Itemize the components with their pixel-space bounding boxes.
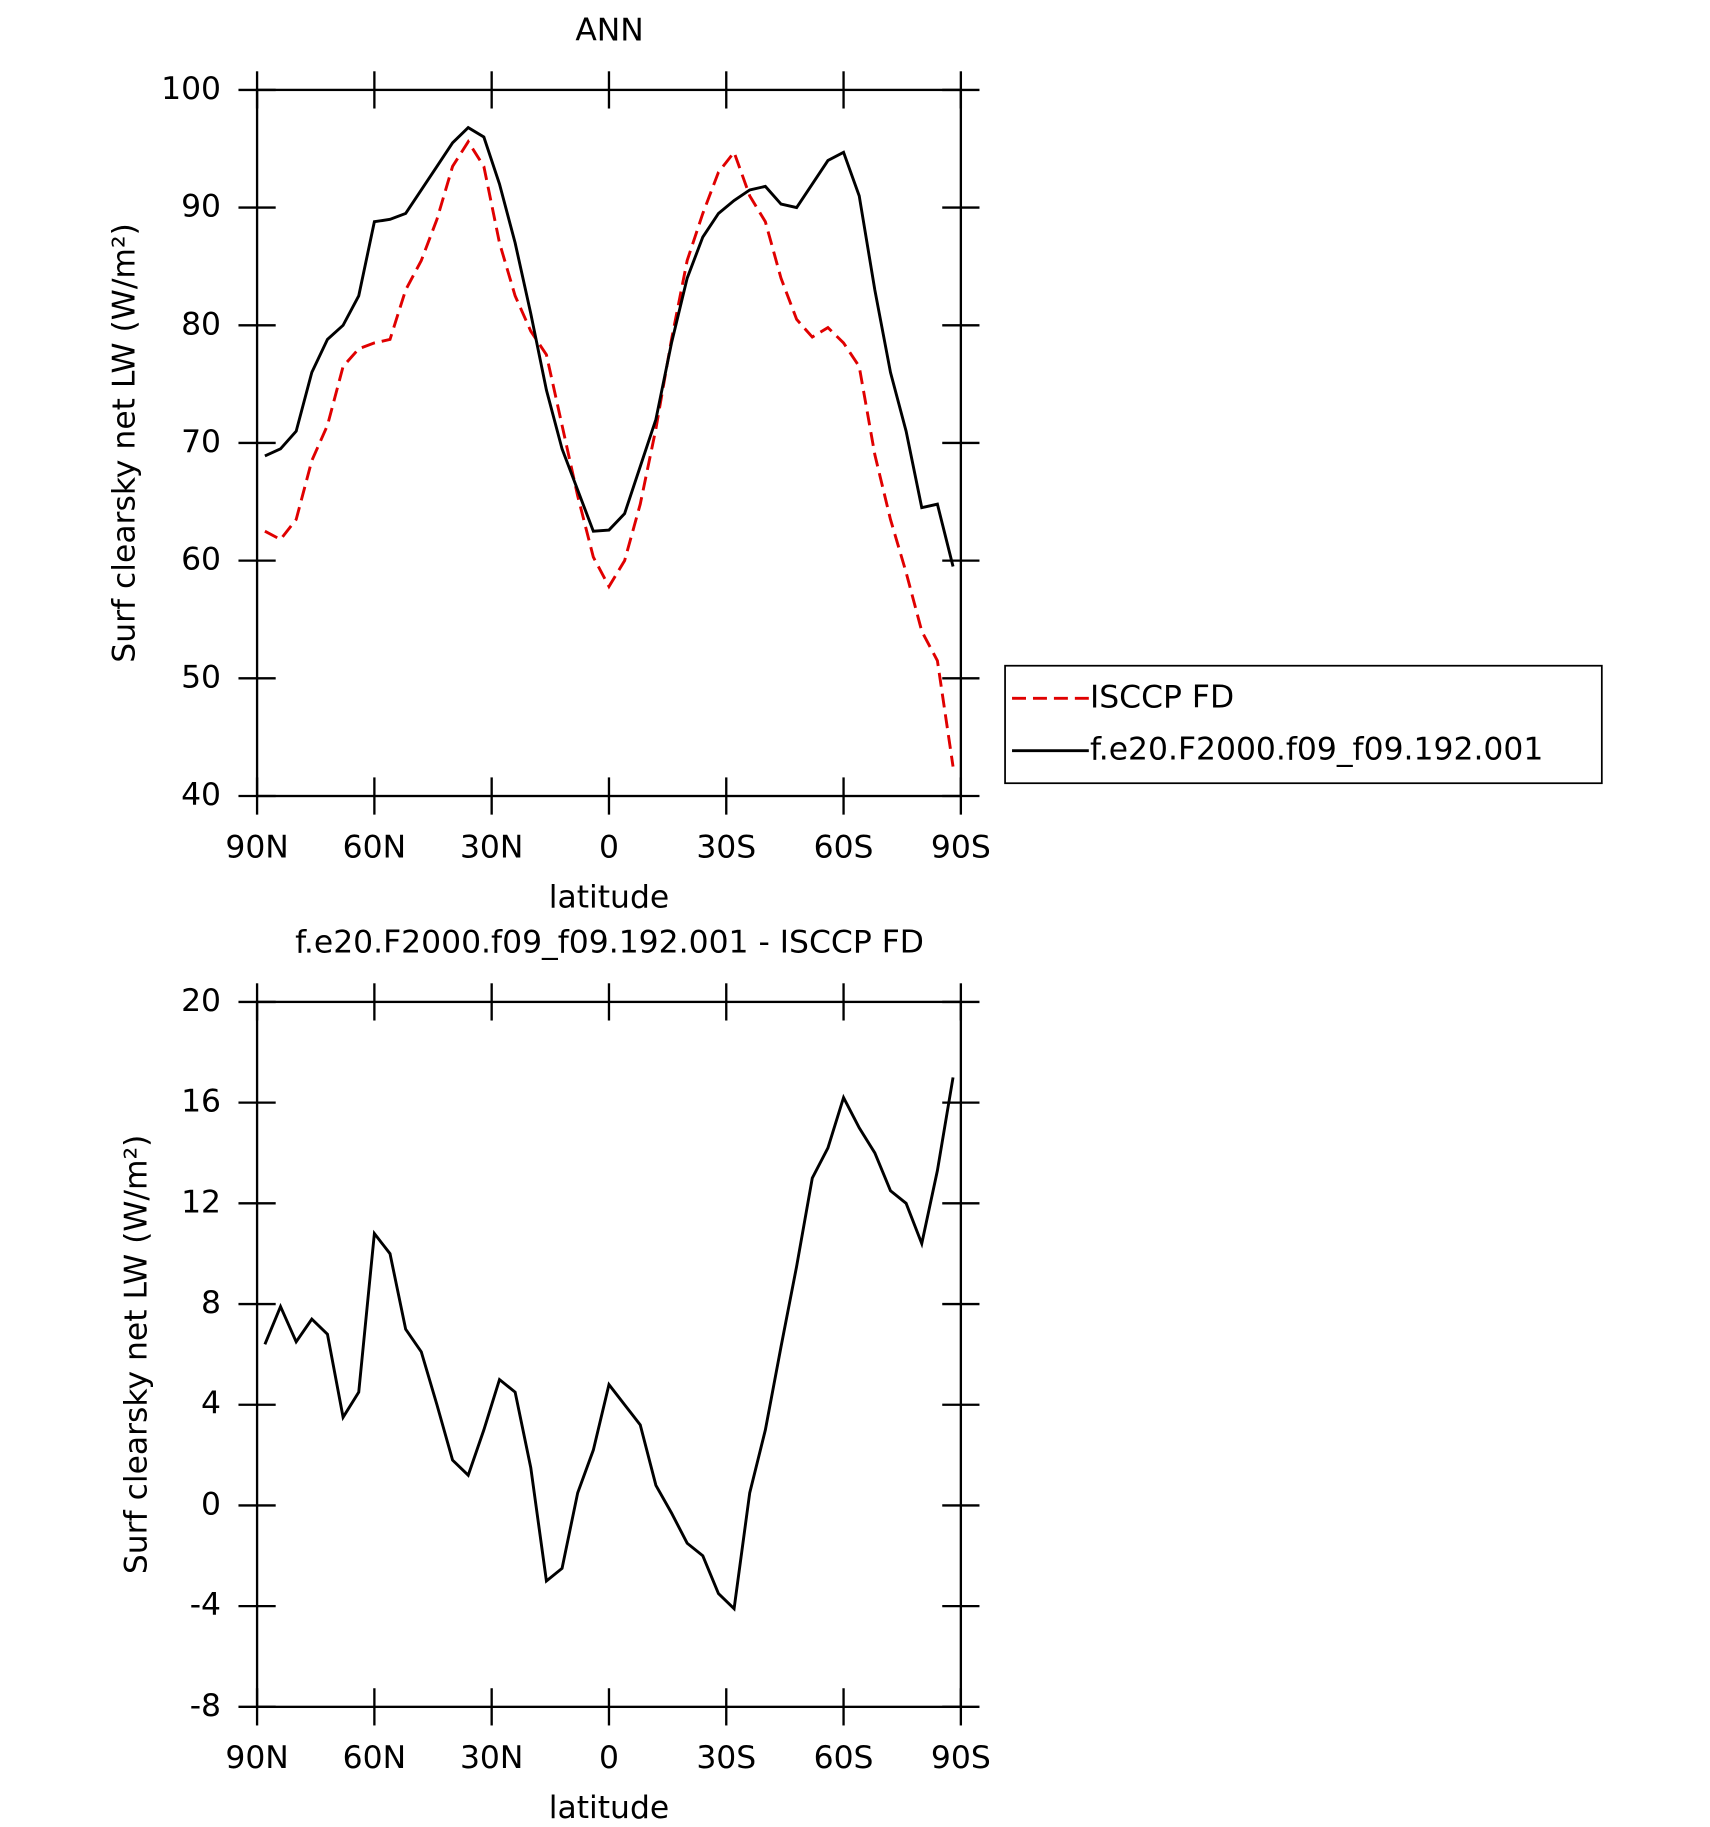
x-tick-label: 0 xyxy=(599,829,619,865)
y-tick-label: 12 xyxy=(181,1184,221,1220)
x-tick-label: 90S xyxy=(931,1740,991,1776)
y-tick-label: -4 xyxy=(190,1587,221,1623)
plot-frame xyxy=(255,88,963,798)
data-line xyxy=(264,125,955,567)
x-tick-label: 60S xyxy=(814,829,874,865)
x-tick-label: 30N xyxy=(460,829,523,865)
x-axis-label: latitude xyxy=(549,1790,669,1826)
x-axis-label: latitude xyxy=(549,879,669,915)
y-tick-label: 0 xyxy=(201,1486,221,1522)
y-tick-label: 100 xyxy=(161,71,221,107)
chart-title: ANN xyxy=(575,13,643,49)
x-tick-label: 90S xyxy=(931,829,991,865)
y-tick-label: 16 xyxy=(181,1084,221,1120)
x-tick-label: 90N xyxy=(225,1740,288,1776)
y-tick-label: 4 xyxy=(201,1386,221,1422)
legend-label: ISCCP FD xyxy=(1090,679,1234,715)
data-line xyxy=(264,138,955,767)
x-tick-label: 60N xyxy=(343,829,406,865)
y-axis-label: Surf clearsky net LW (W/m²) xyxy=(118,1135,154,1575)
x-tick-label: 30S xyxy=(696,1740,756,1776)
y-tick-label: -8 xyxy=(190,1688,221,1724)
y-tick-label: 60 xyxy=(181,542,221,578)
x-tick-label: 30N xyxy=(460,1740,523,1776)
y-tick-label: 8 xyxy=(201,1285,221,1321)
y-tick-label: 90 xyxy=(181,189,221,225)
y-tick-label: 70 xyxy=(181,424,221,460)
x-tick-label: 60S xyxy=(814,1740,874,1776)
x-tick-label: 30S xyxy=(696,829,756,865)
x-tick-label: 90N xyxy=(225,829,288,865)
legend-box xyxy=(1004,664,1603,785)
y-tick-label: 40 xyxy=(181,777,221,813)
legend-label: f.e20.F2000.f09_f09.192.001 xyxy=(1090,732,1543,768)
y-axis-label: Surf clearsky net LW (W/m²) xyxy=(107,223,143,663)
chart-title: f.e20.F2000.f09_f09.192.001 - ISCCP FD xyxy=(295,925,924,961)
x-tick-label: 60N xyxy=(343,1740,406,1776)
y-tick-label: 20 xyxy=(181,983,221,1019)
y-tick-label: 80 xyxy=(181,306,221,342)
y-tick-label: 50 xyxy=(181,659,221,695)
x-tick-label: 0 xyxy=(599,1740,619,1776)
data-line xyxy=(263,1077,955,1612)
